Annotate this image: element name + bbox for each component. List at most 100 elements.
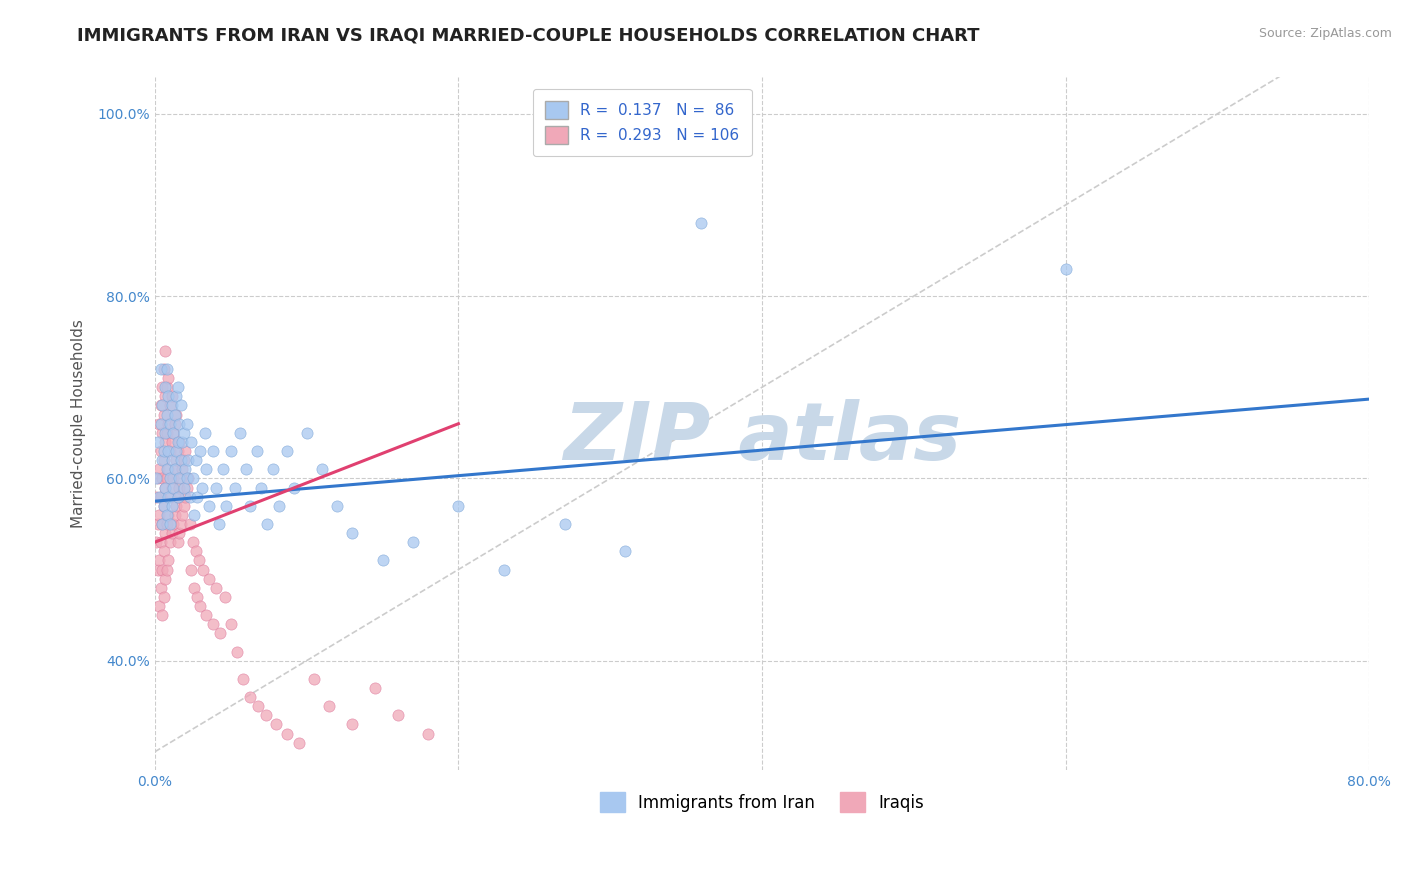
Point xyxy=(167,471,190,485)
Point xyxy=(235,462,257,476)
Point xyxy=(262,462,284,476)
Point xyxy=(162,425,184,440)
Point xyxy=(156,508,179,522)
Point xyxy=(614,544,637,558)
Point xyxy=(204,481,226,495)
Point xyxy=(181,471,204,485)
Point xyxy=(157,553,180,567)
Point xyxy=(145,535,167,549)
Point xyxy=(174,490,197,504)
Point xyxy=(152,471,174,485)
Point xyxy=(165,444,187,458)
Point xyxy=(250,481,273,495)
Point xyxy=(157,371,180,385)
Point xyxy=(153,362,176,376)
Point xyxy=(302,672,325,686)
Point xyxy=(173,481,195,495)
Point xyxy=(276,444,298,458)
Point xyxy=(155,425,177,440)
Text: ZIP atlas: ZIP atlas xyxy=(562,399,962,476)
Point xyxy=(212,462,235,476)
Point xyxy=(224,481,246,495)
Point xyxy=(145,471,167,485)
Point xyxy=(149,399,172,413)
Point xyxy=(157,462,180,476)
Point xyxy=(163,508,186,522)
Point xyxy=(690,216,713,230)
Point xyxy=(169,516,191,531)
Point xyxy=(156,471,179,485)
Point xyxy=(209,626,232,640)
Point xyxy=(152,516,174,531)
Point xyxy=(219,444,242,458)
Point xyxy=(160,526,183,541)
Point xyxy=(371,553,394,567)
Point xyxy=(160,434,183,449)
Point xyxy=(172,434,194,449)
Point xyxy=(166,490,188,504)
Point xyxy=(165,499,187,513)
Point xyxy=(149,444,172,458)
Point xyxy=(157,417,180,431)
Point xyxy=(156,425,179,440)
Point xyxy=(149,490,172,504)
Point xyxy=(166,434,188,449)
Point xyxy=(169,453,191,467)
Point xyxy=(295,425,318,440)
Point xyxy=(172,462,194,476)
Point xyxy=(148,553,170,567)
Point xyxy=(416,726,439,740)
Point xyxy=(162,516,184,531)
Point xyxy=(159,399,181,413)
Point xyxy=(159,516,181,531)
Point xyxy=(190,444,212,458)
Point xyxy=(152,516,174,531)
Point xyxy=(163,462,186,476)
Point xyxy=(177,453,200,467)
Point xyxy=(153,444,176,458)
Point xyxy=(340,526,363,541)
Point xyxy=(264,717,287,731)
Point xyxy=(184,544,207,558)
Point xyxy=(232,672,254,686)
Point xyxy=(187,553,209,567)
Point xyxy=(219,617,242,632)
Point xyxy=(447,499,470,513)
Point xyxy=(245,444,267,458)
Point xyxy=(167,434,190,449)
Point xyxy=(283,481,305,495)
Point xyxy=(156,462,179,476)
Point xyxy=(311,462,333,476)
Point xyxy=(153,453,176,467)
Point xyxy=(176,481,198,495)
Point xyxy=(194,425,217,440)
Point xyxy=(176,471,198,485)
Point xyxy=(239,499,262,513)
Point xyxy=(148,508,170,522)
Point xyxy=(159,535,181,549)
Point xyxy=(177,471,200,485)
Point xyxy=(214,590,236,604)
Point xyxy=(155,526,177,541)
Point xyxy=(340,717,363,731)
Point xyxy=(492,562,515,576)
Point xyxy=(155,389,177,403)
Point xyxy=(146,516,169,531)
Point xyxy=(149,417,172,431)
Point xyxy=(156,362,179,376)
Point xyxy=(179,516,201,531)
Point xyxy=(156,380,179,394)
Point xyxy=(162,481,184,495)
Point xyxy=(195,608,218,623)
Point xyxy=(152,608,174,623)
Point xyxy=(157,490,180,504)
Point xyxy=(207,516,229,531)
Point xyxy=(254,708,277,723)
Point xyxy=(153,544,176,558)
Point xyxy=(204,581,226,595)
Point xyxy=(318,699,340,714)
Point xyxy=(160,499,183,513)
Point xyxy=(195,462,218,476)
Point xyxy=(159,444,181,458)
Point xyxy=(159,471,181,485)
